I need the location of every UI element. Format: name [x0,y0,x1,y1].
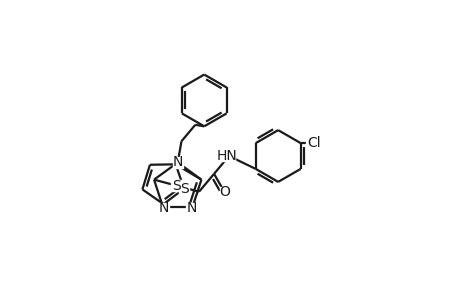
Bar [218,151,235,161]
Text: O: O [219,185,230,200]
Text: S: S [172,179,180,193]
Bar [158,203,169,214]
Text: N: N [186,202,196,215]
Bar [179,183,189,194]
Text: S: S [179,182,188,196]
Text: Cl: Cl [307,136,321,150]
Bar [171,180,181,191]
Bar [186,203,196,214]
Text: HN: HN [216,149,236,163]
Bar [219,187,230,198]
Bar [172,157,183,168]
Text: N: N [158,202,169,215]
Bar [305,138,322,148]
Text: N: N [172,155,183,170]
